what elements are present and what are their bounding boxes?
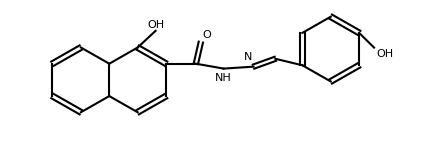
Text: O: O bbox=[203, 30, 212, 40]
Text: NH: NH bbox=[215, 73, 232, 83]
Text: N: N bbox=[244, 52, 253, 62]
Text: OH: OH bbox=[376, 49, 393, 59]
Text: OH: OH bbox=[147, 20, 164, 30]
